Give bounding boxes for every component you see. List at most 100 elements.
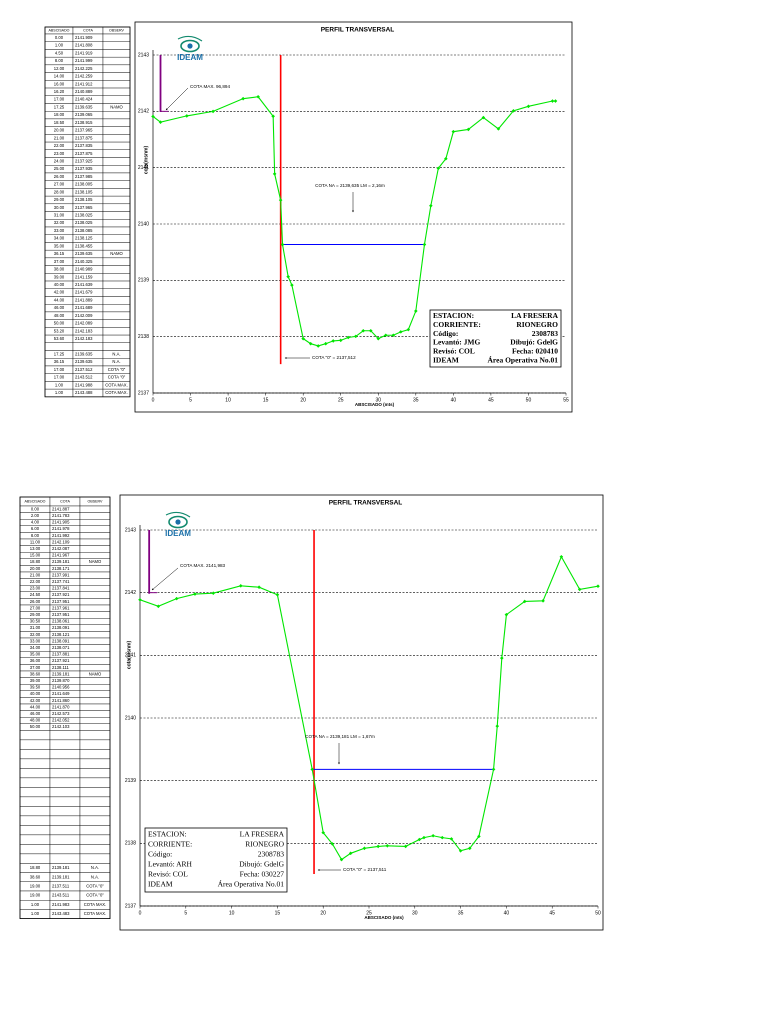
- table-text: 2142.573: [52, 711, 70, 716]
- logo-text: IDEAM: [165, 529, 191, 538]
- table-cell: [79, 618, 111, 626]
- table-text: 2141.649: [52, 691, 70, 696]
- point: [559, 554, 564, 559]
- table-cell: [102, 195, 131, 205]
- x-tick-label: 35: [458, 910, 464, 916]
- y-tick-label: 2142: [138, 109, 149, 115]
- table-cell: [79, 844, 111, 855]
- profile-line: [153, 96, 556, 347]
- table-text: 18.50: [54, 120, 65, 125]
- table-cell: [102, 234, 131, 243]
- point: [275, 592, 280, 597]
- table-text: 2140.956: [52, 685, 70, 690]
- table-cell: [79, 684, 111, 692]
- logo-text: IDEAM: [177, 53, 203, 62]
- point: [376, 844, 380, 849]
- table-text: 11.00: [30, 539, 41, 544]
- table-text: 37.00: [54, 259, 65, 264]
- station-value: Fecha: 020410: [512, 346, 558, 355]
- y-axis-label: cota(msnm): [126, 640, 132, 669]
- profile-line: [140, 555, 599, 861]
- x-tick-label: 35: [413, 397, 419, 403]
- point: [184, 114, 189, 118]
- point: [436, 166, 441, 171]
- table-cell: [79, 512, 111, 520]
- x-tick-label: 20: [320, 910, 326, 916]
- table-cell: [102, 118, 131, 127]
- station-label: IDEAM: [148, 880, 173, 889]
- table-text: 2142.183: [75, 328, 93, 333]
- table-cell: [102, 87, 131, 96]
- station-label: Revisó: COL: [148, 870, 188, 879]
- table-text: COTA MAX.: [84, 902, 107, 907]
- table-text: 2141.679: [75, 290, 93, 295]
- point: [330, 842, 335, 846]
- point: [301, 336, 305, 341]
- table-cell: [102, 110, 131, 120]
- annotation: COTA "0" = 2137,512: [312, 355, 356, 360]
- table-cell: [19, 749, 51, 760]
- table-text: 36.15: [54, 359, 65, 364]
- table-cell: [79, 697, 111, 705]
- table-cell: [19, 777, 51, 788]
- point: [414, 309, 418, 313]
- table-text: 2137.921: [52, 592, 70, 597]
- table-cell: [102, 157, 131, 166]
- table-text: 2141.909: [75, 35, 93, 40]
- station-value: RIONEGRO: [516, 320, 558, 329]
- point: [280, 242, 285, 247]
- table-text: 23.00: [30, 586, 41, 591]
- x-tick-label: 30: [375, 397, 381, 403]
- table-text: 30.50: [30, 619, 41, 624]
- table-text: 24.00: [54, 158, 65, 163]
- table-cell: [49, 739, 81, 750]
- point: [444, 156, 448, 161]
- table-text: 2140.989: [75, 267, 93, 272]
- table-text: 8.00: [55, 58, 64, 63]
- table-text: 22.00: [54, 143, 65, 148]
- table-cell: [79, 525, 111, 533]
- table-text: 2142.103: [52, 724, 70, 729]
- table-text: 2140.889: [75, 89, 93, 94]
- point: [321, 830, 325, 835]
- table-text: COTA "0": [86, 884, 104, 889]
- table-text: 2141.992: [52, 533, 70, 538]
- table-text: 38.00: [54, 267, 65, 272]
- table-text: NAMO: [110, 104, 123, 109]
- x-tick-label: 15: [275, 910, 281, 916]
- table-text: 42.00: [54, 290, 65, 295]
- table-text: 2137.841: [52, 586, 70, 591]
- table-header: COTA: [83, 28, 93, 32]
- table-cell: [102, 180, 131, 189]
- table-cell: [19, 758, 51, 769]
- point: [241, 96, 245, 101]
- point: [308, 341, 313, 346]
- point: [440, 835, 445, 840]
- table-text: 2142.009: [75, 313, 93, 318]
- y-tick-label: 2143: [125, 527, 136, 533]
- table-cell: [79, 806, 111, 817]
- table-text: 2142.109: [52, 539, 70, 544]
- table-cell: [79, 768, 111, 779]
- table-text: 2137.991: [52, 572, 70, 577]
- table-cell: [19, 853, 51, 864]
- table-text: 2137.951: [52, 599, 70, 604]
- y-tick-label: 2141: [125, 653, 136, 659]
- table-cell: [79, 730, 111, 741]
- table-text: 2141.783: [52, 513, 70, 518]
- logo-pupil: [187, 43, 193, 49]
- table-text: 2138.091: [52, 638, 70, 643]
- point: [271, 114, 275, 119]
- table-text: NAMO: [89, 559, 102, 564]
- table-cell: [102, 41, 131, 50]
- table-text: 19.00: [30, 893, 41, 898]
- table-cell: [102, 265, 131, 274]
- table-cell: [102, 95, 131, 104]
- table-cell: [49, 806, 81, 817]
- point: [541, 599, 545, 603]
- table-text: 2137.961: [52, 605, 70, 610]
- point: [348, 851, 353, 856]
- table-text: 2139.181: [52, 671, 70, 676]
- table-text: 38.60: [30, 671, 41, 676]
- table-text: 2139.181: [52, 865, 70, 870]
